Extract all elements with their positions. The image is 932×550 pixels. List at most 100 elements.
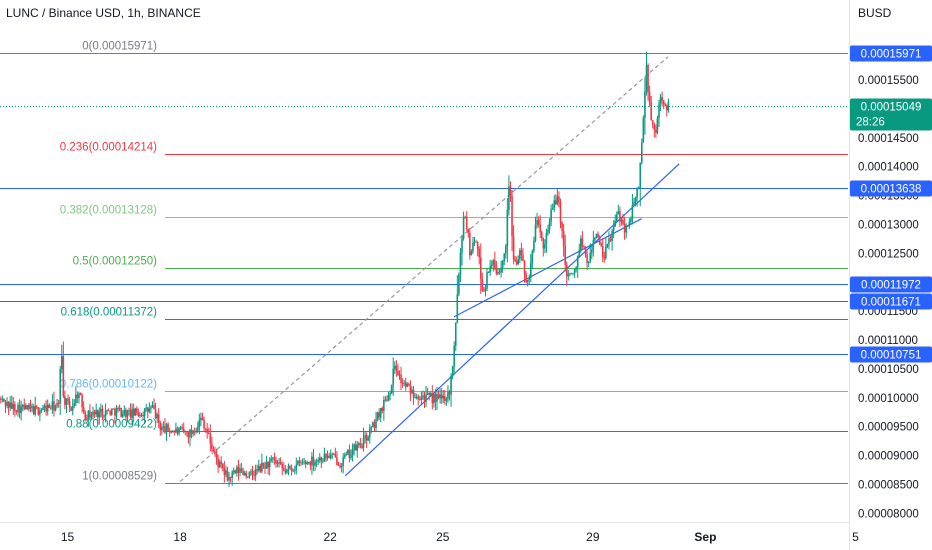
candle-body: [661, 96, 663, 101]
candle-body: [218, 461, 221, 468]
time-tick-label: 22: [324, 530, 338, 544]
candle-body: [104, 410, 107, 417]
candle-body: [603, 256, 606, 259]
candle-body: [28, 404, 30, 410]
candle-body: [234, 470, 237, 474]
candle-body: [282, 468, 285, 471]
candle-body: [565, 264, 568, 277]
candle-body: [6, 401, 8, 406]
candle-body: [451, 366, 454, 377]
candle-body: [259, 465, 262, 472]
candle-body: [605, 246, 607, 259]
candle-body: [376, 412, 379, 420]
candle-body: [512, 236, 515, 260]
candle-body: [628, 221, 631, 227]
candle-body: [619, 211, 621, 222]
candle-body: [506, 209, 509, 247]
candle-body: [159, 422, 162, 431]
candle-body: [487, 272, 490, 273]
candle-body: [418, 399, 421, 401]
current-price-label: 0.00015049: [861, 102, 922, 114]
candle-body: [75, 394, 77, 404]
candle-body: [67, 398, 69, 401]
candle-body: [530, 262, 532, 278]
candle-body: [307, 462, 310, 463]
candle-body: [611, 230, 613, 241]
candle-body: [62, 356, 65, 397]
time-axis[interactable]: 15 18 22 25 29 Sep 5: [0, 522, 859, 545]
candle-body: [461, 238, 463, 253]
candle-body: [331, 453, 334, 455]
candle-body: [658, 103, 660, 119]
candle-body: [129, 409, 132, 418]
price-tick-label: 0.00010500: [858, 364, 919, 376]
candle-body: [226, 470, 229, 481]
candle-body: [156, 414, 158, 419]
candle-body: [236, 467, 238, 474]
horizontal-lines: [0, 53, 848, 355]
candle-body: [217, 458, 219, 468]
candle-body: [526, 280, 529, 283]
candle-body: [139, 414, 141, 416]
candle-body: [286, 468, 288, 473]
candle-body: [515, 261, 518, 265]
candle-body: [157, 414, 160, 423]
candle-body: [314, 462, 316, 466]
candle-body: [426, 393, 429, 395]
candle-body: [575, 267, 577, 270]
candle-body: [520, 250, 523, 256]
candle-body: [323, 453, 326, 462]
candle-body: [37, 407, 40, 415]
candle-body: [489, 266, 491, 273]
candle-body: [498, 271, 501, 273]
candle-body: [140, 414, 143, 416]
candle-body: [73, 403, 76, 407]
candle-body: [71, 406, 74, 411]
candle-body: [351, 449, 354, 455]
fib-level-label: 0.382(0.00013128): [60, 205, 157, 217]
candle-body: [393, 365, 396, 369]
candle-body: [445, 398, 448, 401]
candle-body: [151, 405, 154, 408]
candle-body: [522, 255, 524, 262]
candle-body: [328, 455, 330, 459]
candle-body: [250, 471, 252, 472]
candle-body: [306, 462, 309, 464]
candle-body: [85, 418, 88, 420]
candle-body: [630, 218, 632, 222]
candle-body: [378, 412, 380, 418]
candle-body: [528, 277, 531, 281]
candle-body: [386, 399, 388, 401]
candle-body: [207, 432, 210, 435]
candle-body: [578, 249, 581, 256]
price-tag-label: 0.00011671: [861, 297, 921, 309]
time-tick-label: Sep: [694, 530, 716, 544]
candle-body: [201, 417, 204, 420]
candle-body: [623, 224, 626, 233]
price-tick-label: 0.00012500: [858, 248, 919, 260]
candle-body: [295, 464, 298, 471]
candle-body: [550, 209, 552, 222]
candle-body: [103, 416, 105, 418]
price-tick-label: 0.00013000: [858, 219, 919, 231]
candle-body: [542, 238, 545, 249]
candle-body: [153, 405, 155, 410]
price-axis[interactable]: BUSD0.000160000.000155000.000150000.0001…: [849, 0, 932, 550]
candle-body: [90, 415, 93, 418]
candle-body: [272, 457, 274, 459]
candle-body: [439, 394, 441, 399]
candle-body: [187, 432, 190, 438]
candle-body: [558, 196, 560, 202]
candle-body: [137, 412, 140, 416]
candle-body: [162, 426, 165, 428]
candle-body: [345, 454, 348, 456]
candle-body: [179, 427, 182, 429]
candle-body: [339, 465, 341, 468]
candle-body: [622, 219, 624, 225]
candle-body: [190, 429, 193, 434]
candle-body: [14, 404, 16, 412]
candle-body: [404, 382, 407, 387]
candle-body: [606, 244, 609, 247]
candle-body: [458, 274, 460, 295]
candle-body: [390, 385, 393, 394]
